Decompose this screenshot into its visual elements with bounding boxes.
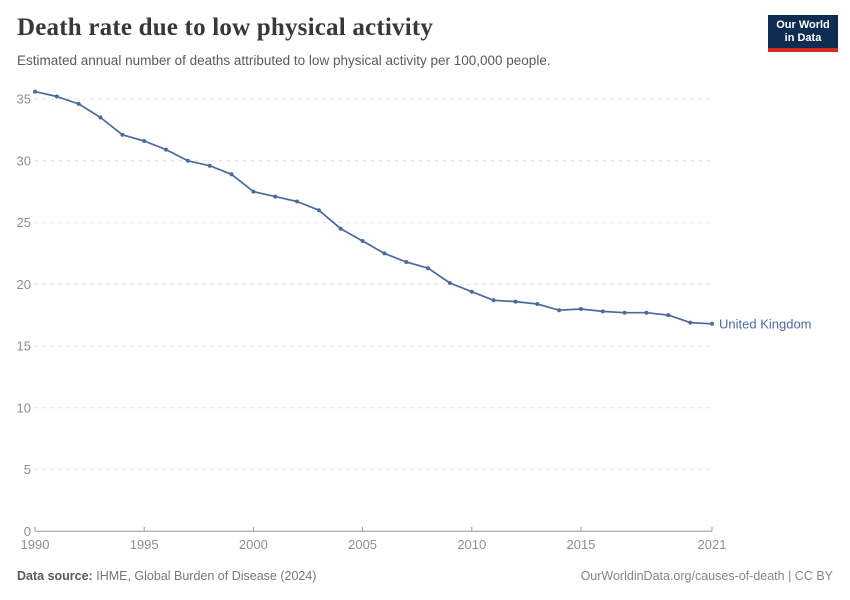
data-point — [382, 251, 387, 256]
data-point — [251, 189, 256, 194]
x-tick-label: 2005 — [348, 537, 377, 552]
data-point — [273, 194, 278, 199]
y-tick-label: 5 — [24, 462, 31, 477]
x-tick-label: 1995 — [130, 537, 159, 552]
data-point — [338, 226, 343, 231]
x-tick-label: 2000 — [239, 537, 268, 552]
data-point — [622, 310, 627, 315]
data-point — [164, 147, 168, 152]
y-tick-label: 20 — [17, 277, 31, 292]
data-point — [535, 302, 540, 306]
y-tick-label: 10 — [17, 400, 31, 415]
series-label: United Kingdom — [719, 316, 812, 331]
data-point — [688, 320, 693, 325]
page-subtitle: Estimated annual number of deaths attrib… — [17, 53, 551, 68]
data-point — [579, 307, 583, 311]
y-tick-label: 0 — [24, 524, 31, 539]
data-point — [229, 172, 234, 177]
data-point — [360, 239, 365, 243]
data-point — [557, 308, 562, 313]
x-tick-label: 2015 — [567, 537, 596, 552]
data-point — [33, 89, 37, 94]
y-tick-label: 30 — [17, 153, 31, 168]
x-tick-label: 2010 — [457, 537, 486, 552]
trend-line — [34, 90, 713, 325]
data-point — [185, 158, 190, 163]
y-tick-label: 15 — [17, 339, 31, 354]
y-tick-label: 35 — [17, 92, 31, 107]
data-point — [600, 309, 605, 314]
data-point — [469, 289, 474, 294]
data-point — [76, 101, 81, 106]
data-point — [207, 163, 212, 168]
data-point — [120, 132, 125, 137]
data-point — [666, 313, 671, 318]
y-tick-label: 25 — [17, 215, 31, 230]
owid-logo-line1: Our World — [776, 18, 830, 31]
data-point — [404, 260, 409, 264]
owid-logo-line2: in Data — [784, 31, 822, 44]
data-point — [54, 94, 59, 99]
data-source-label: Data source: — [17, 569, 93, 583]
data-point — [513, 299, 518, 304]
footer-license: OurWorldinData.org/causes-of-death | CC … — [580, 569, 833, 583]
data-source-text: IHME, Global Burden of Disease (2024) — [96, 569, 317, 583]
footer-data-source: Data source: IHME, Global Burden of Dise… — [17, 569, 316, 583]
data-point — [491, 298, 496, 303]
owid-logo: Our World in Data — [768, 15, 838, 52]
data-point — [98, 115, 103, 120]
data-point — [644, 310, 649, 315]
data-point — [710, 321, 714, 326]
data-point — [426, 266, 431, 271]
x-tick-label: 1990 — [21, 537, 50, 552]
data-point — [142, 139, 147, 143]
data-point — [447, 281, 452, 285]
data-point — [316, 208, 321, 213]
data-point — [295, 199, 300, 204]
page-title: Death rate due to low physical activity — [17, 14, 434, 41]
x-tick-label: 2021 — [698, 537, 727, 552]
